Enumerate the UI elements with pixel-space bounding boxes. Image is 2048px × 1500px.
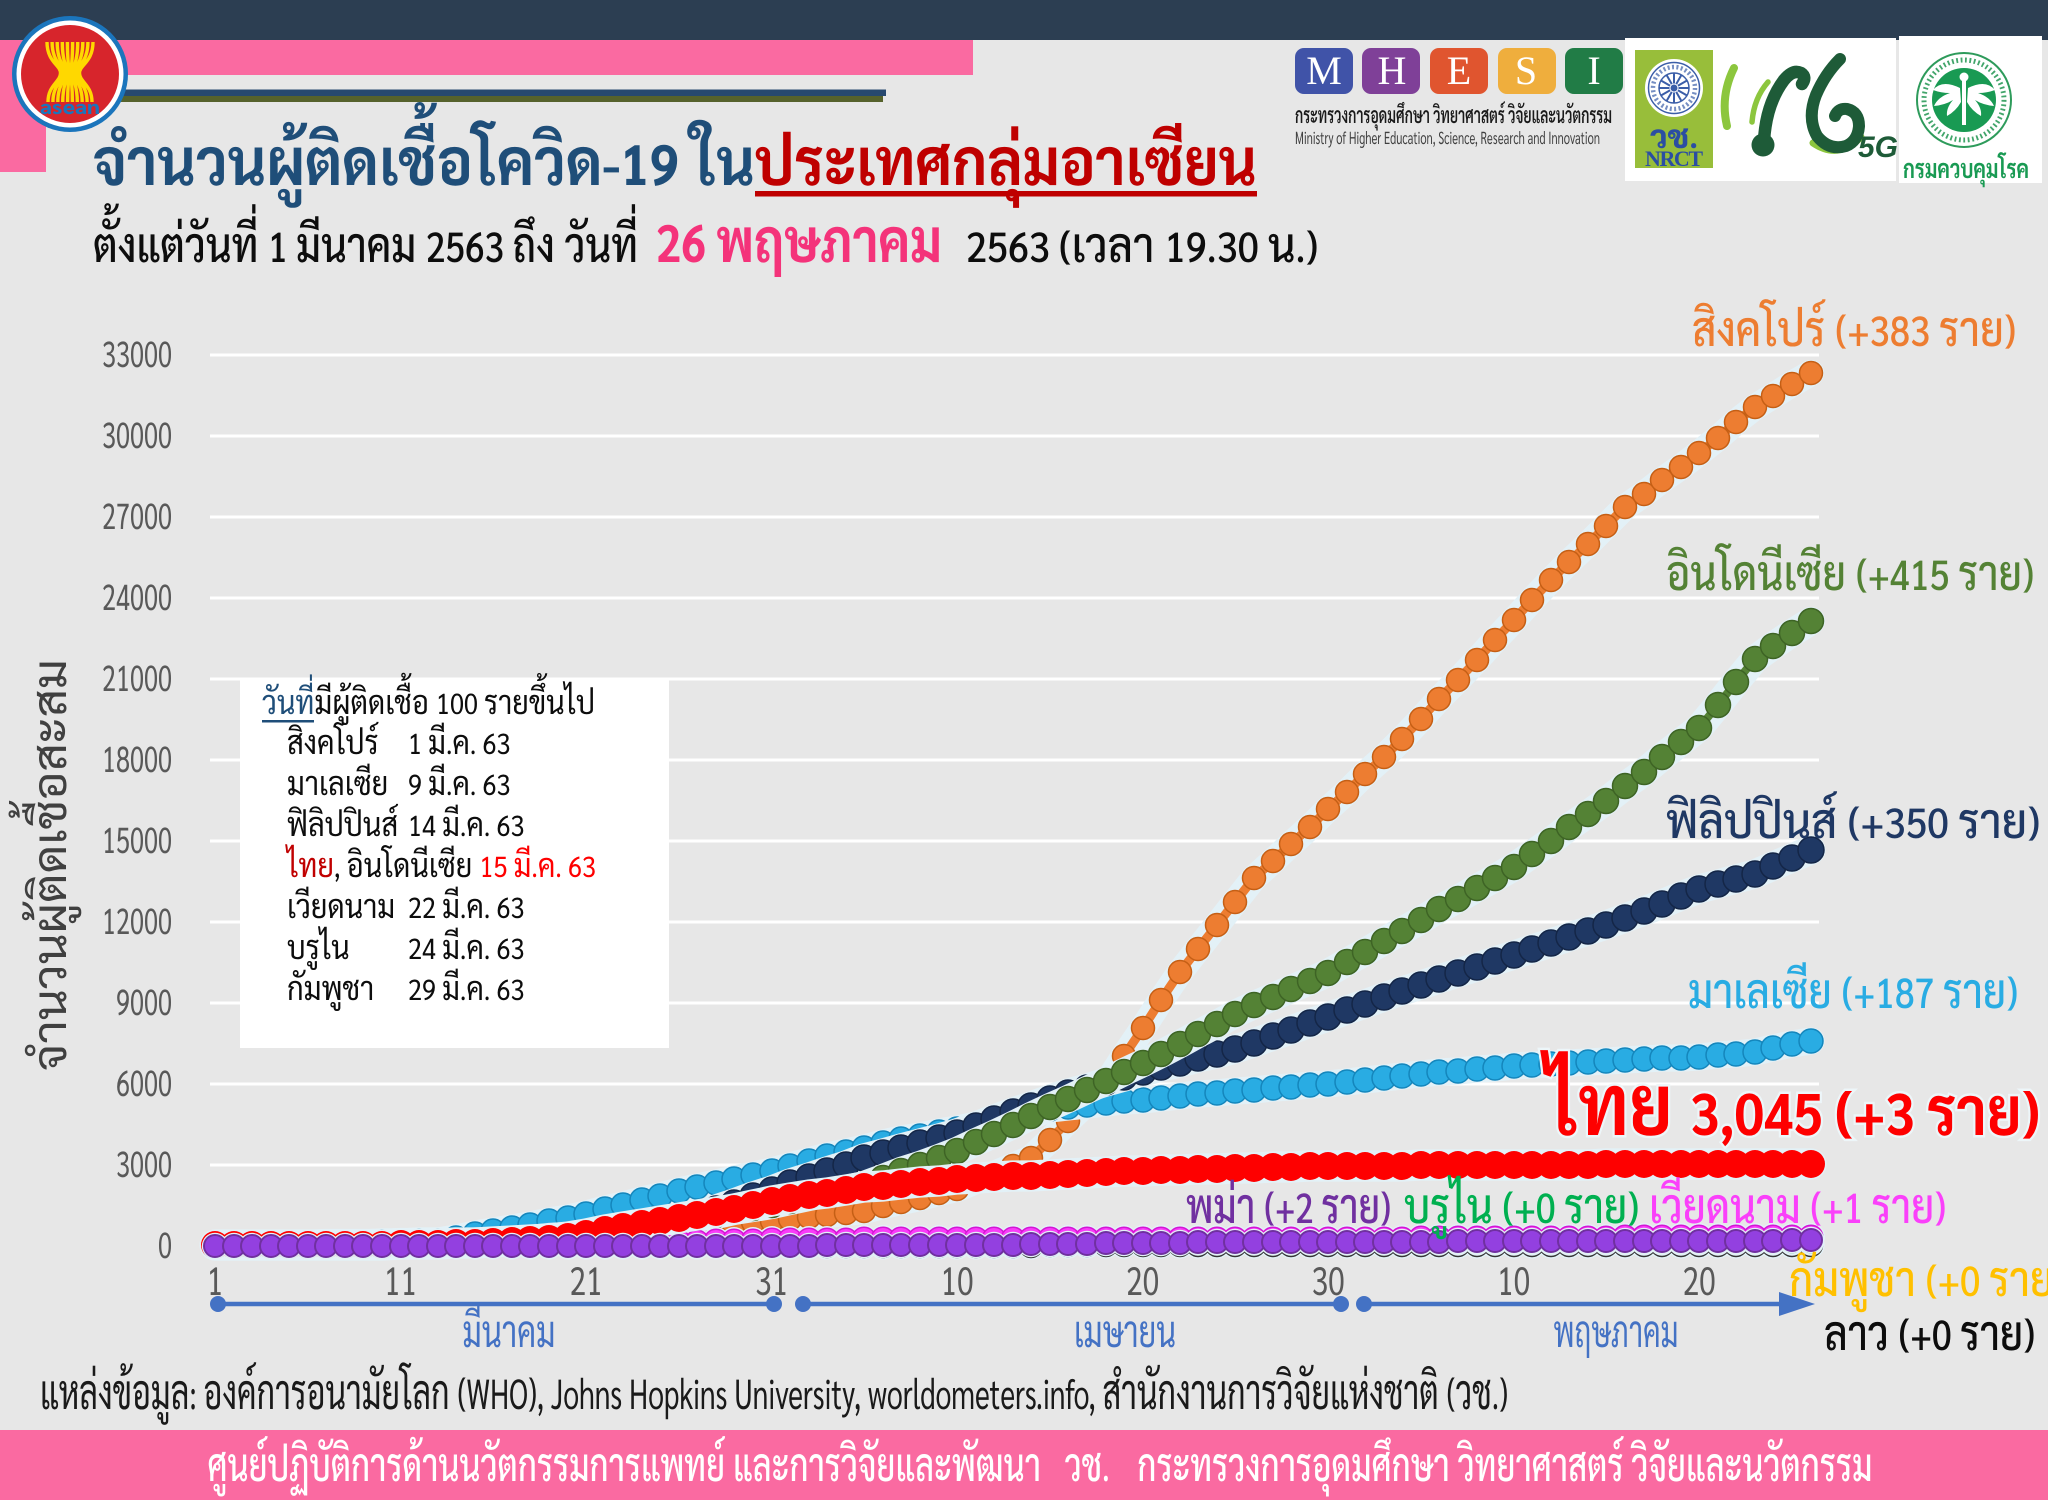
svg-text:H: H bbox=[1378, 48, 1407, 93]
svg-text:5G: 5G bbox=[1858, 131, 1898, 164]
svg-text:I: I bbox=[1587, 48, 1600, 93]
svg-text:NRCT: NRCT bbox=[1645, 146, 1703, 171]
svg-text:E: E bbox=[1447, 48, 1471, 93]
svg-text:M: M bbox=[1306, 48, 1342, 93]
svg-text:S: S bbox=[1515, 48, 1537, 93]
